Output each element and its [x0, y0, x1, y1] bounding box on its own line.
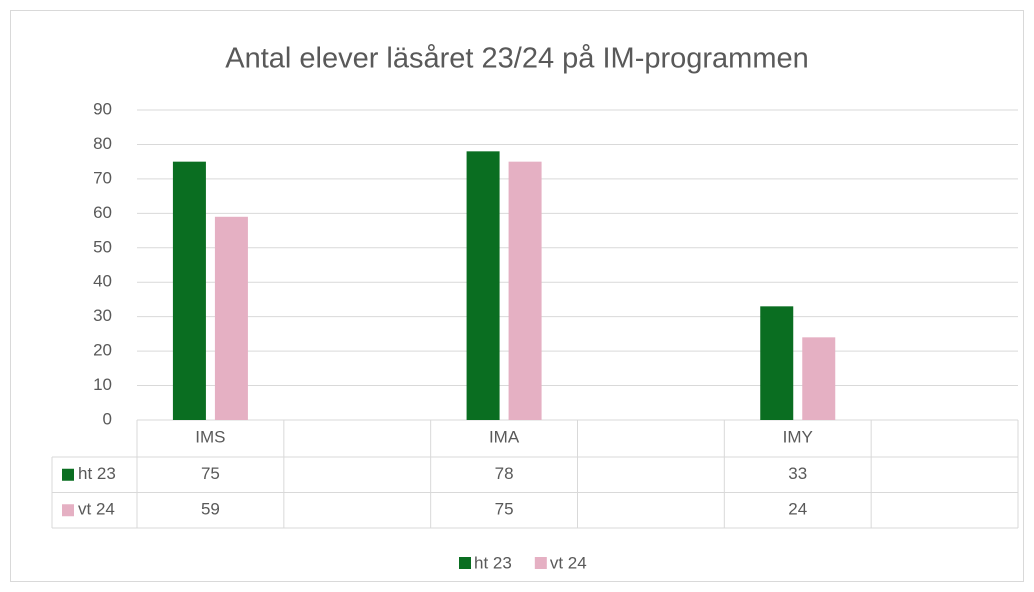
chart-title: Antal elever läsåret 23/24 på IM-program… [225, 43, 809, 75]
y-tick-label: 30 [93, 306, 112, 325]
table-series-name: ht 23 [78, 464, 116, 483]
table-value: 33 [788, 464, 807, 483]
table-value: 75 [201, 464, 220, 483]
table-series-name: vt 24 [78, 500, 115, 519]
y-tick-label: 50 [93, 237, 112, 256]
table-value: 59 [201, 500, 220, 519]
bar [172, 161, 206, 420]
legend-label: ht 23 [474, 553, 512, 572]
y-tick-label: 90 [93, 99, 112, 118]
y-tick-label: 0 [103, 409, 112, 428]
bar [214, 216, 248, 420]
y-tick-label: 60 [93, 203, 112, 222]
legend-key [459, 557, 471, 569]
x-tick-label: IMY [783, 427, 813, 446]
table-value: 78 [495, 464, 514, 483]
bar [802, 337, 836, 420]
table-legend-key [62, 504, 74, 517]
y-tick-label: 20 [93, 341, 112, 360]
bar [466, 151, 500, 421]
y-tick-label: 80 [93, 134, 112, 153]
table-value: 75 [495, 500, 514, 519]
bar [508, 161, 542, 420]
legend-key [534, 557, 547, 569]
table-legend-key [62, 468, 74, 481]
y-tick-label: 70 [93, 168, 112, 187]
y-tick-label: 10 [93, 375, 112, 394]
legend-label: vt 24 [550, 553, 587, 572]
y-tick-label: 40 [93, 272, 112, 291]
bar [760, 306, 794, 420]
table-value: 24 [788, 500, 807, 519]
x-tick-label: IMA [489, 427, 520, 446]
x-tick-label: IMS [195, 427, 225, 446]
